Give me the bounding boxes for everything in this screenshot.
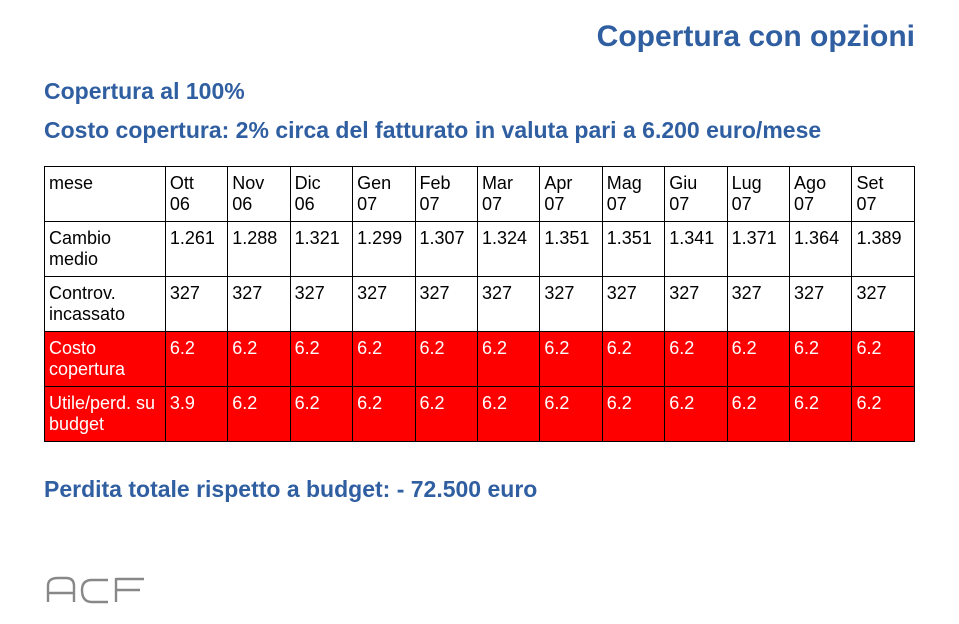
table-cell: 327 — [540, 277, 602, 332]
table-cell: 1.371 — [727, 222, 789, 277]
header-year: 07 — [544, 194, 597, 215]
header-month: Set — [856, 173, 910, 194]
table-cell: 327 — [165, 277, 227, 332]
table-header-cell: Apr07 — [540, 167, 602, 222]
table-cell: 327 — [790, 277, 852, 332]
table-header-cell: Nov06 — [228, 167, 290, 222]
table-cell: 6.2 — [602, 387, 664, 442]
coverage-table: meseOtt06Nov06Dic06Gen07Feb07Mar07Apr07M… — [44, 166, 915, 442]
table-cell: 1.321 — [290, 222, 352, 277]
table-header-cell: Set07 — [852, 167, 915, 222]
table-cell: 1.288 — [228, 222, 290, 277]
header-year: 06 — [170, 194, 223, 215]
header-year: 07 — [732, 194, 785, 215]
acf-logo — [44, 574, 154, 606]
table-header-cell: Mag07 — [602, 167, 664, 222]
table-cell: 1.341 — [665, 222, 727, 277]
table-cell: 6.2 — [852, 332, 915, 387]
table-cell: 6.2 — [228, 387, 290, 442]
table-cell: 6.2 — [727, 387, 789, 442]
header-month: Gen — [357, 173, 410, 194]
table-header-cell: Giu07 — [665, 167, 727, 222]
header-month: Apr — [544, 173, 597, 194]
table-cell: 3.9 — [165, 387, 227, 442]
table-cell: 6.2 — [415, 387, 477, 442]
subtitle-1: Copertura al 100% — [44, 78, 915, 105]
table-cell: 1.261 — [165, 222, 227, 277]
row-label: Costo copertura — [45, 332, 166, 387]
table-cell: 6.2 — [477, 332, 539, 387]
header-year: 06 — [295, 194, 348, 215]
table-header-cell: Ott06 — [165, 167, 227, 222]
header-month: Ago — [794, 173, 847, 194]
table-header-cell: Dic06 — [290, 167, 352, 222]
table-cell: 1.324 — [477, 222, 539, 277]
table-cell: 6.2 — [540, 332, 602, 387]
table-cell: 6.2 — [790, 332, 852, 387]
table-cell: 6.2 — [540, 387, 602, 442]
header-year: 07 — [420, 194, 473, 215]
table-cell: 6.2 — [290, 387, 352, 442]
row-label: Utile/perd. su budget — [45, 387, 166, 442]
table-cell: 327 — [228, 277, 290, 332]
table-cell: 327 — [852, 277, 915, 332]
header-year: 07 — [357, 194, 410, 215]
table-cell: 6.2 — [353, 387, 415, 442]
table-cell: 1.299 — [353, 222, 415, 277]
table-header-cell: Ago07 — [790, 167, 852, 222]
header-year: 06 — [232, 194, 285, 215]
table-cell: 6.2 — [727, 332, 789, 387]
page-title: Copertura con opzioni — [44, 20, 915, 54]
table-header-cell: Mar07 — [477, 167, 539, 222]
header-month: Lug — [732, 173, 785, 194]
table-header-cell: Feb07 — [415, 167, 477, 222]
header-year: 07 — [856, 194, 910, 215]
table-cell: 6.2 — [477, 387, 539, 442]
header-year: 07 — [669, 194, 722, 215]
table-cell: 327 — [602, 277, 664, 332]
table-cell: 6.2 — [228, 332, 290, 387]
table-cell: 6.2 — [602, 332, 664, 387]
table-cell: 327 — [727, 277, 789, 332]
table-cell: 6.2 — [665, 387, 727, 442]
table-corner: mese — [45, 167, 166, 222]
header-month: Feb — [420, 173, 473, 194]
table-cell: 6.2 — [290, 332, 352, 387]
table-cell: 6.2 — [665, 332, 727, 387]
header-month: Giu — [669, 173, 722, 194]
table-cell: 1.351 — [540, 222, 602, 277]
header-month: Mag — [607, 173, 660, 194]
table-cell: 6.2 — [852, 387, 915, 442]
table-header-cell: Lug07 — [727, 167, 789, 222]
header-year: 07 — [607, 194, 660, 215]
header-year: 07 — [482, 194, 535, 215]
table-cell: 6.2 — [415, 332, 477, 387]
table-cell: 1.351 — [602, 222, 664, 277]
table-cell: 1.364 — [790, 222, 852, 277]
table-cell: 6.2 — [353, 332, 415, 387]
table-cell: 327 — [415, 277, 477, 332]
header-month: Ott — [170, 173, 223, 194]
row-label: Controv. incassato — [45, 277, 166, 332]
header-month: Mar — [482, 173, 535, 194]
header-year: 07 — [794, 194, 847, 215]
header-month: Nov — [232, 173, 285, 194]
header-month: Dic — [295, 173, 348, 194]
subtitle-2: Costo copertura: 2% circa del fatturato … — [44, 117, 915, 144]
table-header-cell: Gen07 — [353, 167, 415, 222]
row-label: Cambio medio — [45, 222, 166, 277]
table-cell: 1.389 — [852, 222, 915, 277]
footer-note: Perdita totale rispetto a budget: - 72.5… — [44, 476, 915, 503]
table-cell: 6.2 — [790, 387, 852, 442]
table-cell: 327 — [477, 277, 539, 332]
table-cell: 327 — [353, 277, 415, 332]
table-cell: 327 — [290, 277, 352, 332]
table-cell: 1.307 — [415, 222, 477, 277]
table-cell: 6.2 — [165, 332, 227, 387]
table-cell: 327 — [665, 277, 727, 332]
